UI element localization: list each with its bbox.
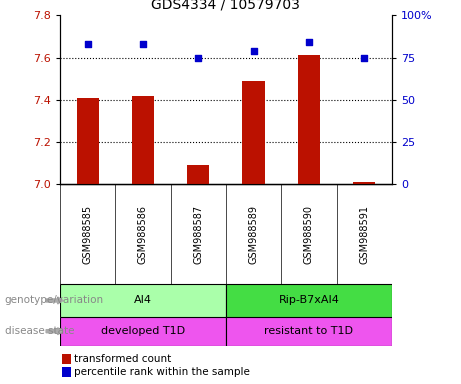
Point <box>195 55 202 61</box>
Point <box>84 41 91 47</box>
Text: resistant to T1D: resistant to T1D <box>264 326 354 336</box>
Bar <box>187 165 209 184</box>
Text: transformed count: transformed count <box>74 354 171 364</box>
Bar <box>226 317 392 346</box>
Bar <box>77 98 99 184</box>
Text: GSM988586: GSM988586 <box>138 205 148 264</box>
Text: GSM988591: GSM988591 <box>359 205 369 264</box>
Text: disease state: disease state <box>5 326 74 336</box>
Title: GDS4334 / 10579703: GDS4334 / 10579703 <box>152 0 300 12</box>
Bar <box>242 81 265 184</box>
Text: developed T1D: developed T1D <box>101 326 185 336</box>
Bar <box>60 284 226 317</box>
Text: AI4: AI4 <box>134 295 152 306</box>
Bar <box>353 182 375 184</box>
Point <box>305 39 313 45</box>
Point <box>361 55 368 61</box>
Text: genotype/variation: genotype/variation <box>5 295 104 306</box>
Bar <box>132 96 154 184</box>
Text: GSM988587: GSM988587 <box>193 205 203 264</box>
Text: Rip-B7xAI4: Rip-B7xAI4 <box>278 295 339 306</box>
Text: GSM988590: GSM988590 <box>304 205 314 264</box>
Text: percentile rank within the sample: percentile rank within the sample <box>74 367 250 377</box>
Bar <box>226 284 392 317</box>
Bar <box>298 55 320 184</box>
Point <box>250 48 257 54</box>
Text: GSM988585: GSM988585 <box>83 205 93 264</box>
Bar <box>60 317 226 346</box>
Point <box>139 41 147 47</box>
Text: GSM988589: GSM988589 <box>248 205 259 264</box>
